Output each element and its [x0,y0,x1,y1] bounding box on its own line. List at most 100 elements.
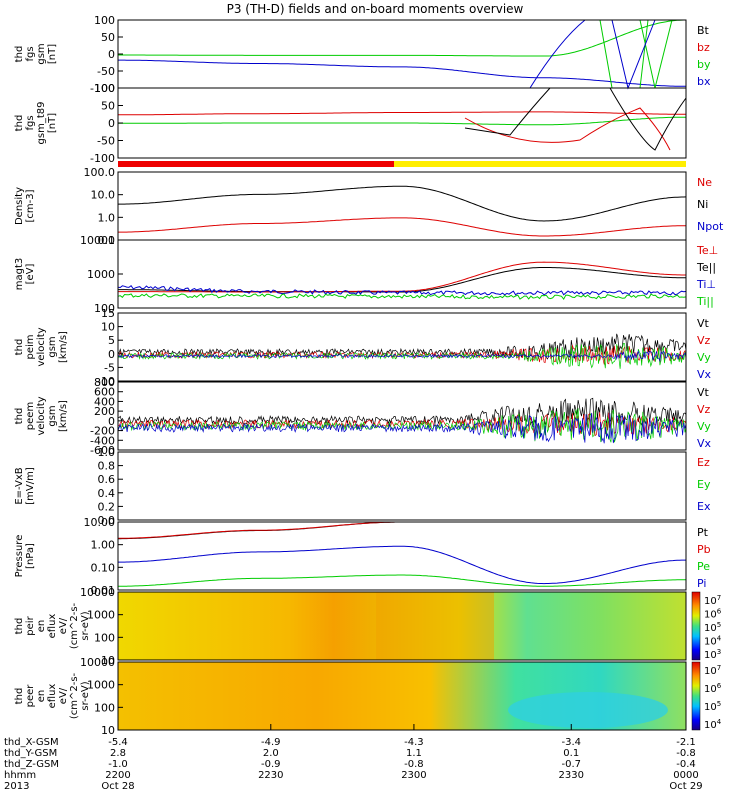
y-axis-label: gsm [36,43,47,64]
y-tick-label: 10 [101,654,115,667]
y-tick-label: 1000 [87,609,115,622]
y-tick-label: 10.00 [84,516,116,529]
y-tick-label: -100 [90,82,115,95]
t89-bz-line [118,111,687,116]
y-axis-label: eflux [47,614,58,639]
x-row-value: -0.8 [676,748,696,759]
y-tick-label: 10.0 [91,189,116,202]
x-row-label: thd_Z-GSM [4,759,59,770]
x-row-value: -0.7 [562,759,582,770]
y-axis-label: thd [14,618,25,635]
ion-colorbar-label: 107 [704,594,721,607]
electron-spectrogram-low [508,692,668,728]
legend-Vy: Vy [697,420,711,433]
y-tick-label: 200 [94,405,115,418]
y-tick-label: 0.0 [98,514,116,527]
y-axis-label: Density [14,187,25,225]
x-row-value: Oct 29 [669,781,702,792]
y-axis-label: (cm^2-s- [69,602,80,649]
y-tick-label: 800 [94,376,115,389]
pb-line [118,521,686,539]
x-row-label: hhmm [4,770,36,781]
y-tick-label: 100 [94,302,115,315]
te-par-line [118,267,686,293]
ion-colorbar [691,591,701,661]
t89-bz-tail-line [464,107,671,151]
y-axis-label: [nPa] [25,543,36,569]
legend-Ex: Ex [697,500,711,513]
x-row-value: 2330 [559,770,584,781]
ion-spectrogram-enhancement [376,592,494,660]
x-row-label: thd_Y-GSM [4,748,57,759]
panel-frame [117,591,687,661]
x-row-value: 2200 [105,770,130,781]
x-row-value: -2.1 [676,737,696,748]
ion-colorbar-label: 106 [704,608,722,621]
electron-colorbar-label: 106 [704,682,722,695]
ne-line [118,217,686,237]
x-row-label: 2013 [4,781,29,792]
peim-vx-line [117,350,687,363]
legend-Ez: Ez [697,456,710,469]
y-axis-label: en [36,690,47,703]
legend-Te⊥: Te⊥ [696,244,718,257]
y-tick-label: 1000 [87,268,115,281]
y-axis-label: Pressure [14,535,25,578]
y-axis-label: [eV] [25,264,36,285]
x-row-value: -0.9 [261,759,281,770]
panel-frame [117,381,687,451]
y-axis-label: E=-VxB [14,467,25,504]
pi-line [118,545,686,585]
t89-green-line [118,116,686,126]
y-axis-label: gsm [47,336,58,357]
y-tick-label: 10 [101,321,115,334]
legend-Pb: Pb [697,543,711,556]
y-tick-label: 100 [94,82,115,95]
y-tick-label: 0.8 [98,460,116,473]
y-axis-label: [cm-3] [25,189,36,222]
y-axis-label: thd [14,408,25,425]
region-bar-red [118,161,394,167]
y-tick-label: -50 [97,65,115,78]
y-axis-label: thd [14,339,25,356]
y-tick-label: 1000 [87,679,115,692]
legend-Bt: Bt [697,24,710,37]
y-tick-label: 1.0 [98,446,116,459]
t89-bt-line [464,87,687,151]
y-tick-label: 100 [94,631,115,644]
legend-Ni: Ni [697,198,708,211]
legend-Pi: Pi [697,577,706,590]
y-tick-label: -10 [97,375,115,388]
y-axis-label: velocity [36,327,47,366]
legend-Vy: Vy [697,351,711,364]
panel-frame [117,171,687,241]
y-axis-label: peir [25,615,36,635]
y-axis-label: fgs [25,115,36,130]
y-axis-label: [km/s] [58,400,69,432]
y-axis-label: thd [14,46,25,63]
y-axis-label: en [36,620,47,633]
panel-frame [117,451,687,521]
ion-colorbar-label: 103 [704,648,721,661]
legend-Vt: Vt [697,317,710,330]
y-tick-label: 100 [94,14,115,27]
y-tick-label: 0.1 [98,234,116,247]
chart-title: P3 (TH-D) fields and on-board moments ov… [227,2,524,16]
panel-frame [117,521,687,591]
x-row-value: -4.9 [261,737,281,748]
y-axis-label: gsm_t89 [36,102,47,145]
y-tick-label: 0.4 [98,487,116,500]
y-tick-label: 600 [94,386,115,399]
pe-line [118,574,686,587]
y-axis-label: thd [14,688,25,705]
legend-Ey: Ey [697,478,711,491]
y-tick-label: 0.10 [91,561,116,574]
ti-par-line [117,293,687,301]
x-row-label: thd_X-GSM [4,737,59,748]
y-axis-label: [nT] [47,44,58,64]
y-tick-label: 10000 [80,586,115,599]
y-tick-label: 50 [101,100,115,113]
y-tick-label: -200 [90,425,115,438]
panel-frame [117,19,687,89]
